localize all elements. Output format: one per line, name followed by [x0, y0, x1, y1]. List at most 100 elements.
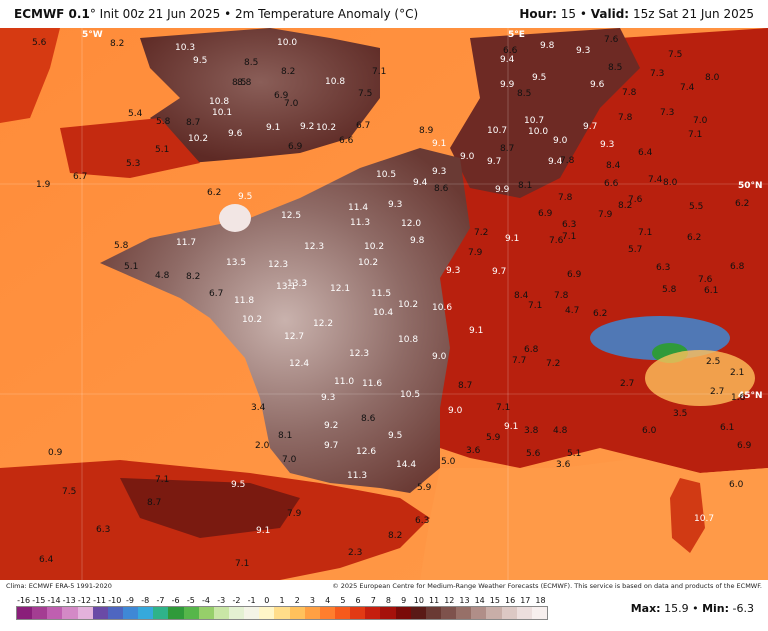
scale-swatch: [183, 607, 199, 619]
anomaly-value-label: 6.2: [593, 309, 607, 319]
hour-label: Hour:: [519, 7, 557, 21]
anomaly-value-label: 7.6: [628, 195, 643, 205]
anomaly-value-label: 6.3: [96, 525, 110, 535]
scale-tick-label: 3: [309, 596, 315, 605]
model-name: ECMWF 0.1: [14, 7, 90, 21]
anomaly-value-label: 11.5: [371, 289, 391, 299]
header: ECMWF 0.1° Init 00z 21 Jun 2025 • 2m Tem…: [0, 0, 768, 28]
scale-swatch: [380, 607, 396, 619]
lon-label-5e: 5°E: [508, 30, 525, 40]
scale-tick-label: 2: [294, 596, 300, 605]
anomaly-value-label: 11.8: [234, 296, 254, 306]
anomaly-value-label: 11.0: [334, 377, 354, 387]
anomaly-value-label: 7.1: [496, 403, 510, 413]
anomaly-value-label: 5.4: [128, 109, 143, 119]
init-time: Init 00z 21 Jun 2025: [99, 7, 221, 21]
anomaly-value-label: 7.9: [598, 210, 613, 220]
anomaly-value-label: 6.6: [503, 46, 518, 56]
anomaly-value-label: 7.8: [560, 156, 575, 166]
lon-label-5w: 5°W: [82, 30, 103, 40]
credits: Clima: ECMWF ERA-5 1991-2020 © 2025 Euro…: [6, 582, 762, 590]
anomaly-value-label: 12.7: [284, 332, 304, 342]
valid-label: Valid:: [590, 7, 630, 21]
anomaly-value-label: 3.8: [524, 426, 539, 436]
scale-swatch: [304, 607, 320, 619]
anomaly-value-label: 11.3: [350, 218, 370, 228]
anomaly-value-label: 9.5: [388, 431, 402, 441]
scale-swatch: [456, 607, 472, 619]
anomaly-value-label: 5.1: [567, 449, 581, 459]
anomaly-value-label: 9.2: [324, 421, 338, 431]
scale-tick-label: 4: [325, 596, 331, 605]
anomaly-value-label: 8.6: [434, 184, 449, 194]
anomaly-value-label: 9.7: [487, 157, 501, 167]
scale-tick-label: -14: [47, 596, 61, 605]
anomaly-value-label: 5.5: [689, 202, 703, 212]
anomaly-value-label: 7.0: [693, 116, 708, 126]
anomaly-value-label: 9.5: [193, 56, 207, 66]
anomaly-value-label: 9.7: [492, 267, 506, 277]
anomaly-value-label: 1.6: [731, 393, 746, 403]
product-name: 2m Temperature Anomaly (°C): [234, 7, 419, 21]
scale-tick-label: 14: [474, 596, 485, 605]
anomaly-value-label: 10.1: [212, 108, 232, 118]
degree-sign: °: [89, 7, 96, 21]
scale-tick-label: -10: [108, 596, 122, 605]
max-label: Max:: [630, 602, 661, 615]
anomaly-value-label: 6.7: [73, 172, 87, 182]
anomaly-value-label: 7.8: [618, 113, 633, 123]
anomaly-value-label: 7.8: [554, 291, 569, 301]
scale-swatch: [47, 607, 63, 619]
anomaly-value-label: 6.1: [704, 286, 718, 296]
anomaly-value-label: 12.2: [313, 319, 333, 329]
scale-tick-label: 0: [264, 596, 270, 605]
color-scale: -16 -15 -14 -13 -12 -11 -10 -9 -8 -7 -6 -5 -4 -3 -2 -1 0…: [16, 596, 548, 620]
anomaly-value-label: 5.1: [124, 262, 138, 272]
anomaly-value-label: 7.6: [604, 35, 619, 45]
anomaly-map: 5°W 5°E 50°N 45°N 5.6 8.2 10.3 10.0 9.5 8.5 8.…: [0, 28, 768, 580]
anomaly-value-label: 8.2: [110, 39, 124, 49]
anomaly-value-label: 9.4: [500, 55, 515, 65]
anomaly-value-label: 8.7: [458, 381, 472, 391]
scale-tick-label: -16: [17, 596, 31, 605]
anomaly-value-label: 7.6: [549, 236, 564, 246]
anomaly-value-label: 7.1: [562, 232, 576, 242]
anomaly-value-label: 8.8: [237, 78, 252, 88]
anomaly-value-label: 10.2: [358, 258, 378, 268]
anomaly-value-label: 8.7: [147, 498, 161, 508]
anomaly-value-label: 8.2: [618, 201, 632, 211]
anomaly-value-label: 8.5: [608, 63, 622, 73]
anomaly-value-label: 5.6: [32, 38, 47, 48]
anomaly-value-label: 9.0: [432, 352, 447, 362]
anomaly-value-label: 7.1: [688, 130, 702, 140]
scale-tick-label: 11: [428, 596, 440, 605]
anomaly-value-label: 8.0: [705, 73, 720, 83]
anomaly-value-label: 5.3: [126, 159, 140, 169]
anomaly-value-label: 6.3: [562, 220, 576, 230]
valid-value: 15z Sat 21 Jun 2025: [632, 7, 754, 21]
anomaly-value-label: 7.9: [468, 248, 483, 258]
map-canvas: 5°W 5°E 50°N 45°N 5.6 8.2 10.3 10.09.5 8.58.…: [0, 28, 768, 580]
scale-tick-label: -11: [93, 596, 107, 605]
anomaly-value-label: 4.8: [553, 426, 568, 436]
anomaly-value-label: 13.3: [287, 279, 307, 289]
min-value: -6.3: [732, 602, 754, 615]
anomaly-value-label: 10.8: [325, 77, 345, 87]
anomaly-value-label: 9.1: [256, 526, 270, 536]
anomaly-value-label: 7.1: [235, 559, 249, 569]
footer: Clima: ECMWF ERA-5 1991-2020 © 2025 Euro…: [0, 580, 768, 631]
anomaly-value-label: 9.1: [504, 422, 518, 432]
anomaly-value-label: 11.4: [348, 203, 368, 213]
anomaly-value-label: 1.9: [36, 180, 51, 190]
scale-swatch: [62, 607, 78, 619]
scale-tick-label: 6: [355, 596, 361, 605]
scale-tick-label: -12: [77, 596, 91, 605]
anomaly-value-label: 9.1: [432, 139, 446, 149]
anomaly-value-label: 6.9: [737, 441, 752, 451]
anomaly-value-label: 6.2: [735, 199, 749, 209]
anomaly-value-label: 8.4: [606, 161, 621, 171]
min-label: Min:: [702, 602, 730, 615]
anomaly-value-label: 7.1: [155, 475, 169, 485]
anomaly-value-label: 10.0: [528, 127, 548, 137]
anomaly-value-label: 6.1: [720, 423, 734, 433]
